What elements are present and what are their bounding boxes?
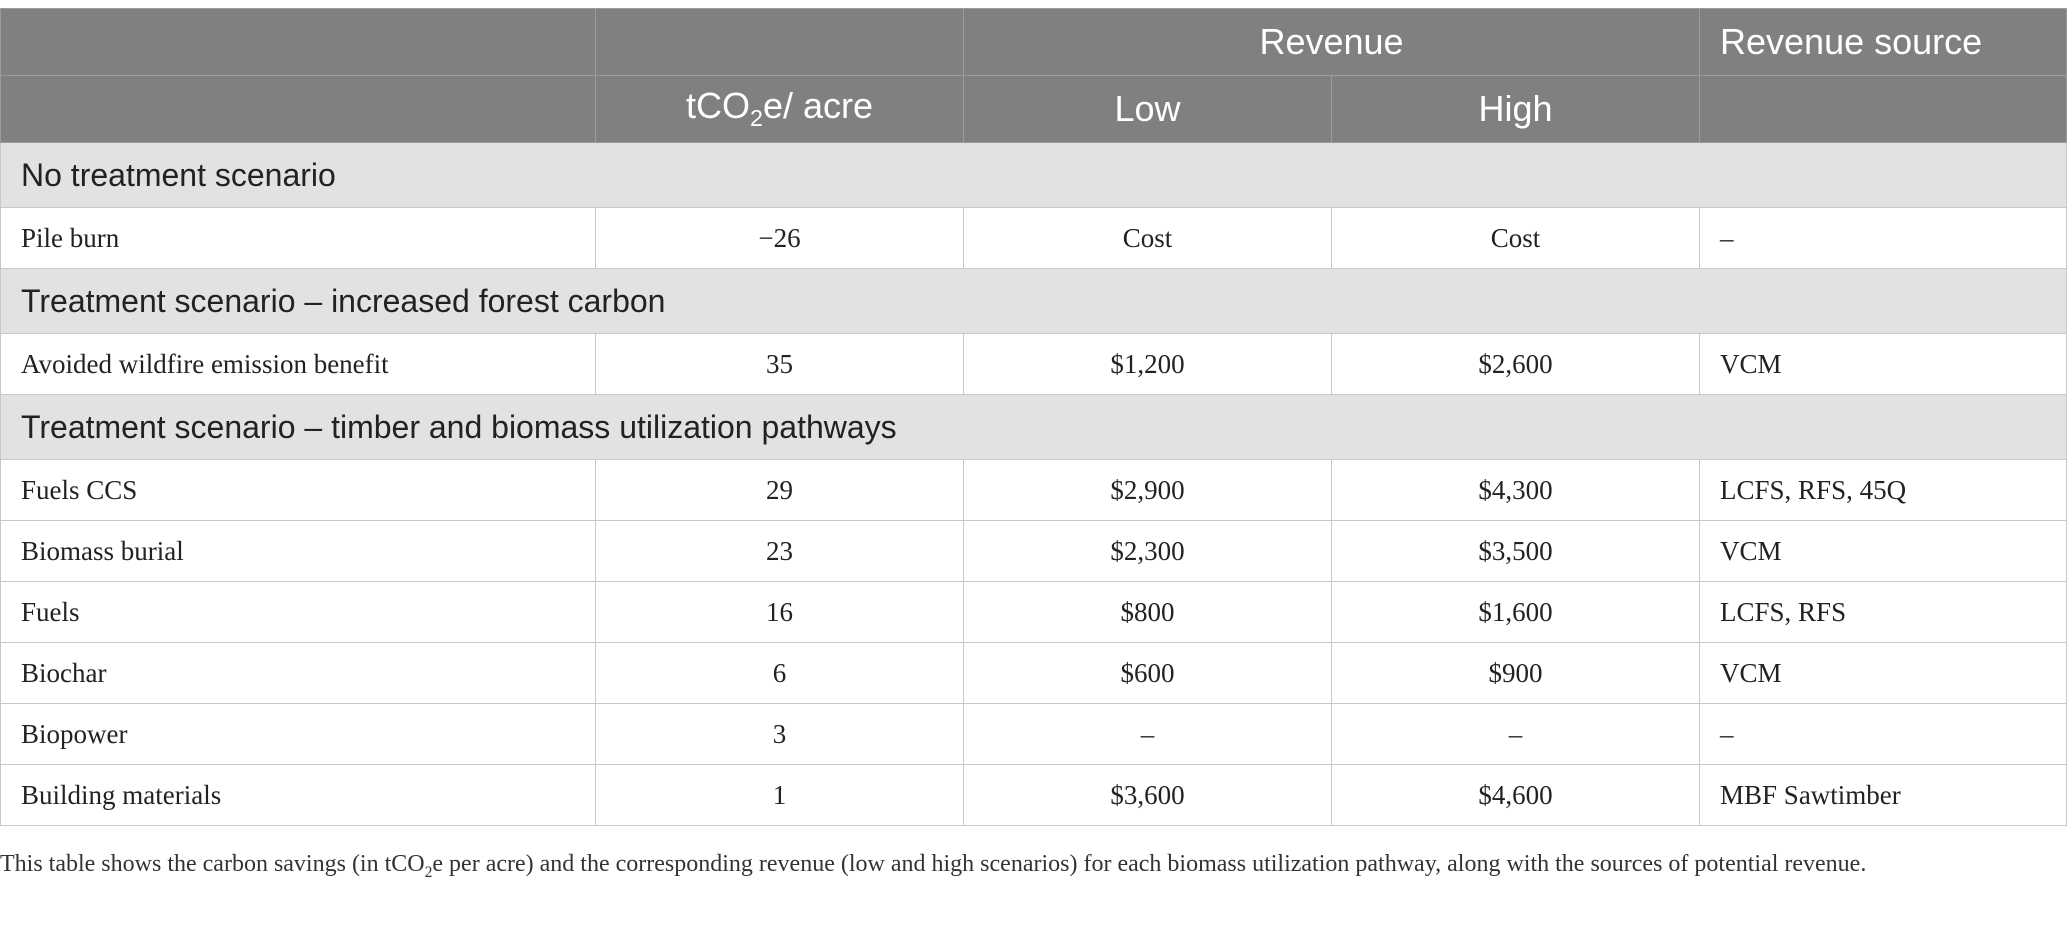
- tco2e-value: 1: [595, 764, 964, 826]
- revenue-high: $4,600: [1330, 764, 1701, 826]
- revenue-high: $3,500: [1330, 520, 1701, 582]
- table-caption: This table shows the carbon savings (in …: [0, 846, 2040, 891]
- revenue-high: –: [1330, 703, 1701, 765]
- table-row: Building materials 1 $3,600 $4,600 MBF S…: [0, 764, 2067, 826]
- revenue-low: –: [963, 703, 1332, 765]
- tco2e-value: 29: [595, 459, 964, 521]
- revenue-high: $4,300: [1330, 459, 1701, 521]
- revenue-low: $600: [963, 642, 1332, 704]
- tco2e-value: 3: [595, 703, 964, 765]
- revenue-source: VCM: [1699, 520, 2067, 582]
- caption-text-before: This table shows the carbon savings (in …: [0, 851, 425, 877]
- header-revenue: Revenue: [962, 8, 1701, 76]
- revenue-low: $800: [963, 581, 1332, 643]
- header-empty-cell: [595, 8, 964, 76]
- revenue-source: LCFS, RFS, 45Q: [1699, 459, 2067, 521]
- revenue-source: VCM: [1699, 333, 2067, 395]
- pathway-name: Biomass burial: [0, 520, 596, 582]
- tco2e-value: 35: [595, 333, 964, 395]
- table-row: Pile burn −26 Cost Cost –: [0, 207, 2067, 269]
- header-tco2e-suffix: e/ acre: [762, 85, 874, 127]
- table-row: Biomass burial 23 $2,300 $3,500 VCM: [0, 520, 2067, 582]
- caption-subscript: 2: [424, 863, 433, 881]
- header-empty-cell: [1699, 75, 2067, 143]
- table-row: Avoided wildfire emission benefit 35 $1,…: [0, 333, 2067, 395]
- header-row-bottom: tCO2e/ acre Low High: [0, 75, 2067, 143]
- pathway-name: Fuels: [0, 581, 596, 643]
- header-tco2e-per-acre: tCO2e/ acre: [595, 75, 964, 143]
- header-empty-cell: [0, 75, 596, 143]
- revenue-source: LCFS, RFS: [1699, 581, 2067, 643]
- section-row: No treatment scenario: [0, 142, 2067, 208]
- header-revenue-source: Revenue source: [1699, 8, 2067, 76]
- table-row: Fuels 16 $800 $1,600 LCFS, RFS: [0, 581, 2067, 643]
- tco2e-value: 6: [595, 642, 964, 704]
- pathway-name: Fuels CCS: [0, 459, 596, 521]
- section-title: Treatment scenario – timber and biomass …: [0, 394, 2067, 460]
- header-row-top: Revenue Revenue source: [0, 8, 2067, 76]
- tco2e-value: 23: [595, 520, 964, 582]
- caption-text-after: e per acre) and the corresponding revenu…: [432, 851, 1867, 877]
- header-tco2e-prefix: tCO: [685, 85, 750, 127]
- revenue-low: $2,900: [963, 459, 1332, 521]
- header-tco2e-subscript: 2: [749, 105, 763, 132]
- revenue-high: Cost: [1330, 207, 1701, 269]
- revenue-high: $900: [1330, 642, 1701, 704]
- pathway-name: Biochar: [0, 642, 596, 704]
- revenue-source: MBF Sawtimber: [1699, 764, 2067, 826]
- pathway-name: Biopower: [0, 703, 596, 765]
- section-row: Treatment scenario – timber and biomass …: [0, 394, 2067, 460]
- revenue-source: –: [1699, 207, 2067, 269]
- table-row: Biopower 3 – – –: [0, 703, 2067, 765]
- section-row: Treatment scenario – increased forest ca…: [0, 268, 2067, 334]
- revenue-low: $1,200: [963, 333, 1332, 395]
- revenue-low: Cost: [963, 207, 1332, 269]
- section-title: No treatment scenario: [0, 142, 2067, 208]
- header-high: High: [1330, 75, 1701, 143]
- pathway-name: Pile burn: [0, 207, 596, 269]
- revenue-low: $2,300: [963, 520, 1332, 582]
- revenue-low: $3,600: [963, 764, 1332, 826]
- table-row: Fuels CCS 29 $2,900 $4,300 LCFS, RFS, 45…: [0, 459, 2067, 521]
- header-low: Low: [963, 75, 1332, 143]
- revenue-high: $2,600: [1330, 333, 1701, 395]
- revenue-high: $1,600: [1330, 581, 1701, 643]
- revenue-source: VCM: [1699, 642, 2067, 704]
- table-row: Biochar 6 $600 $900 VCM: [0, 642, 2067, 704]
- header-empty-cell: [0, 8, 596, 76]
- carbon-revenue-table: Revenue Revenue source tCO2e/ acre Low H…: [0, 8, 2067, 826]
- pathway-name: Avoided wildfire emission benefit: [0, 333, 596, 395]
- tco2e-value: 16: [595, 581, 964, 643]
- section-title: Treatment scenario – increased forest ca…: [0, 268, 2067, 334]
- tco2e-value: −26: [595, 207, 964, 269]
- pathway-name: Building materials: [0, 764, 596, 826]
- revenue-source: –: [1699, 703, 2067, 765]
